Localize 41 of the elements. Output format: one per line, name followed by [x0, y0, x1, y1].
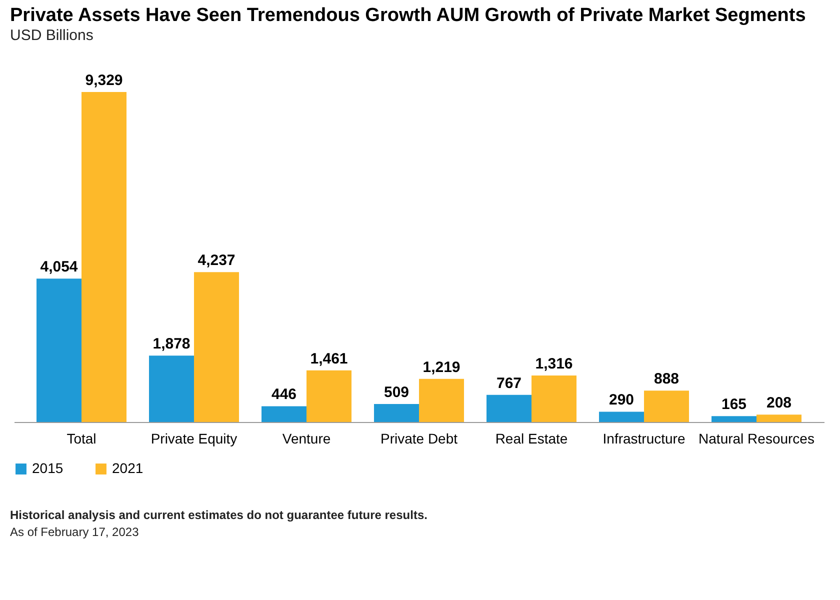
x-tick-label: Infrastructure	[602, 430, 686, 446]
data-label: 208	[766, 394, 792, 412]
bar	[419, 378, 464, 422]
data-label: 509	[384, 384, 410, 401]
text: As of February 17, 2023	[10, 525, 140, 539]
data-label: 888	[654, 370, 680, 388]
bar	[532, 375, 576, 422]
bar	[712, 416, 756, 422]
x-tick-label: Real Estate	[495, 430, 568, 446]
data-label: 165	[721, 396, 747, 414]
chart-subtitle: USD Billions	[10, 27, 94, 44]
legend-label: 2015	[32, 460, 64, 476]
x-tick-label: Private Equity	[150, 430, 238, 446]
data-label: 9,329	[85, 72, 123, 89]
x-tick-label: Venture	[282, 430, 331, 446]
bar	[756, 414, 802, 422]
text: Historical analysis and current estimates do not guarantee future results.	[10, 508, 428, 522]
bar	[82, 92, 126, 422]
bar	[374, 404, 419, 422]
x-tick-label: Natural Resources	[698, 430, 814, 446]
chart-title: Private Assets Have Seen Tremendous Growth AUM Growth of Private Market Segments	[10, 5, 806, 26]
bar	[599, 412, 644, 422]
data-label: 1,461	[310, 350, 348, 368]
bar	[644, 390, 689, 422]
bar	[486, 394, 532, 422]
bar	[149, 356, 194, 422]
legend-label: 2021	[112, 460, 144, 476]
bar	[306, 370, 352, 422]
data-label: 446	[271, 386, 297, 404]
data-label: 1,316	[535, 355, 573, 372]
x-tick-label: Total	[66, 430, 96, 446]
bar	[36, 278, 82, 422]
data-label: 4,054	[40, 258, 78, 276]
x-tick-label: Private Debt	[380, 430, 458, 446]
data-label: 4,237	[198, 252, 236, 270]
data-label: 1,219	[422, 358, 460, 376]
bar	[262, 406, 306, 422]
bar	[194, 272, 239, 422]
data-label: 767	[496, 374, 522, 392]
data-label: 1,878	[152, 336, 190, 353]
data-label: 290	[608, 392, 634, 409]
